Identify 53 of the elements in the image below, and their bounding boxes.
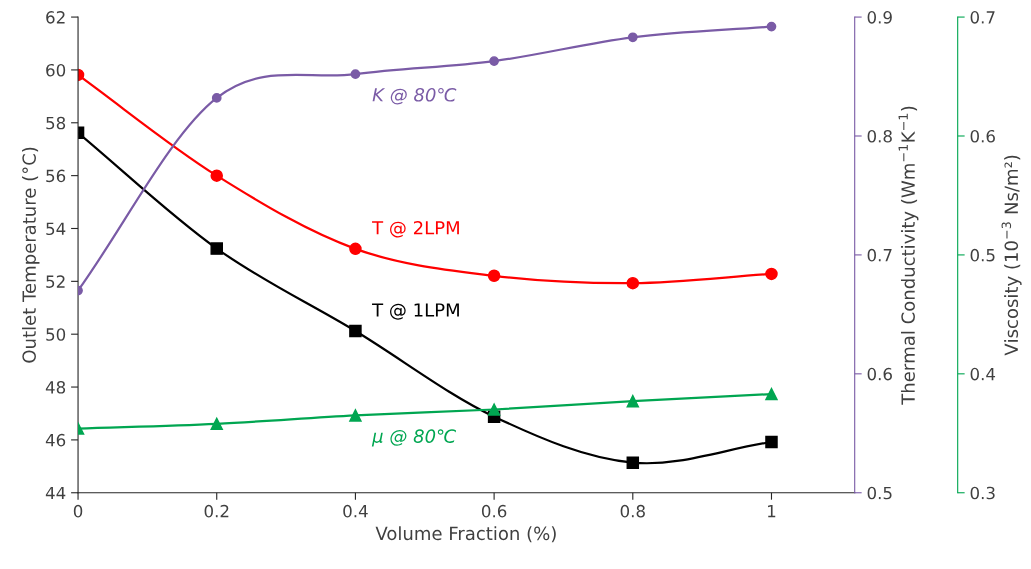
- point: [765, 387, 778, 401]
- y-tick-label: 50: [46, 328, 66, 341]
- y3-tick-label: 0.5: [970, 248, 995, 262]
- y2-tick-label: 0.6: [867, 367, 892, 381]
- series-label: T @ 1LPM: [372, 303, 459, 320]
- point: [349, 242, 362, 256]
- y3-axis-title: Viscosity (10$^{−3}$ Ns/m²): [1001, 155, 1022, 356]
- point: [349, 324, 362, 338]
- y-tick-label: 46: [45, 433, 66, 447]
- y-tick-label: 44: [45, 486, 66, 500]
- point: [627, 32, 638, 43]
- y3-tick-label: 0.7: [970, 11, 995, 24]
- x-tick-label: 0.4: [343, 504, 368, 518]
- series-label: μ @ 80℃: [371, 429, 457, 447]
- point: [766, 21, 777, 32]
- point: [626, 456, 640, 469]
- point: [211, 93, 222, 103]
- y-tick-label: 62: [46, 11, 65, 24]
- point: [210, 242, 223, 255]
- point: [489, 56, 499, 66]
- y3-tick-label: 0.6: [970, 129, 995, 143]
- y-tick-label: 58: [46, 116, 66, 130]
- x-tick-label: 0: [73, 504, 83, 518]
- x-tick-label: 0.8: [620, 504, 645, 518]
- y2-tick-label: 0.5: [867, 486, 892, 500]
- y2-axis-title: Thermal Conductivity (Wm$^{−1}$K$^{−1}$): [898, 106, 919, 405]
- point: [350, 69, 361, 80]
- y3-tick-label: 0.3: [970, 486, 995, 500]
- y-tick-label: 52: [46, 275, 65, 288]
- point: [349, 409, 362, 422]
- point: [765, 267, 778, 281]
- y-axis-title: Outlet Temperature (°C): [22, 147, 40, 363]
- point: [210, 169, 223, 182]
- x-tick-label: 1: [768, 505, 776, 518]
- y-tick-label: 48: [45, 381, 66, 394]
- y-tick-label: 60: [46, 63, 66, 77]
- series-label: T @ 2LPM: [372, 220, 459, 238]
- y-tick-label: 56: [46, 169, 66, 183]
- series-label: K @ 80℃: [372, 87, 457, 105]
- point: [626, 394, 640, 408]
- point: [626, 276, 640, 290]
- x-tick-label: 0.2: [204, 504, 229, 518]
- y-tick-label: 54: [46, 222, 66, 236]
- y2-tick-label: 0.8: [867, 129, 892, 143]
- point: [487, 269, 501, 283]
- point: [487, 403, 501, 416]
- y3-tick-label: 0.4: [970, 367, 996, 381]
- x-axis-title: Volume Fraction (%): [375, 526, 556, 543]
- point: [210, 417, 223, 431]
- x-tick-label: 0.6: [481, 504, 507, 518]
- y2-tick-label: 0.7: [867, 248, 892, 262]
- point: [765, 435, 778, 449]
- y2-tick-label: 0.9: [867, 11, 892, 24]
